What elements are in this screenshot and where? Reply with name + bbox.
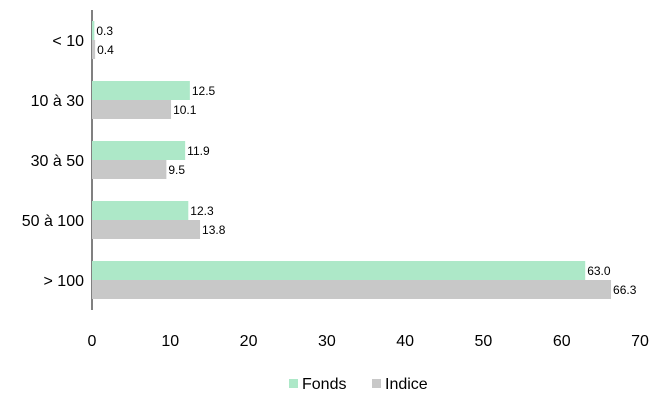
data-labels: 0.3 0.4 12.5 10.1 11.99.5 12.3 13.8 63.066.3 xyxy=(96,24,636,297)
category-label: 10 à 30 xyxy=(31,93,84,110)
x-tick-label: 70 xyxy=(631,333,649,350)
data-label-indice: 13.8 xyxy=(202,223,226,237)
bar-fonds xyxy=(92,201,189,220)
category-labels: < 10 10 à 30 30 à 50 50 à 100 > 100 xyxy=(22,33,84,290)
bar-indice xyxy=(92,280,612,299)
category-label: 30 à 50 xyxy=(31,153,84,170)
x-tick-label: 0 xyxy=(88,333,97,350)
x-tick-labels: 0 10 20 30 40 50 60 70 xyxy=(88,333,649,350)
legend-label-indice: Indice xyxy=(385,376,428,393)
bar-fonds xyxy=(92,141,186,160)
data-label-indice: 66.3 xyxy=(613,283,637,297)
bar-fonds xyxy=(92,21,95,40)
legend: Fonds Indice xyxy=(289,376,428,393)
legend-swatch-fonds xyxy=(289,379,298,388)
category-label: 50 à 100 xyxy=(22,213,84,230)
data-label-fonds: 12.3 xyxy=(190,204,214,218)
data-label-fonds: 11.9 xyxy=(187,144,210,158)
bar-indice xyxy=(92,160,167,179)
bar-indice xyxy=(92,40,96,59)
x-tick-label: 30 xyxy=(318,333,336,350)
legend-label-fonds: Fonds xyxy=(302,376,346,393)
x-tick-label: 50 xyxy=(475,333,493,350)
x-tick-label: 20 xyxy=(240,333,258,350)
data-label-indice: 0.4 xyxy=(97,43,114,57)
data-label-indice: 10.1 xyxy=(173,103,197,117)
bar-indice xyxy=(92,100,172,119)
data-label-fonds: 12.5 xyxy=(192,84,216,98)
x-tick-label: 10 xyxy=(161,333,179,350)
bar-indice xyxy=(92,220,201,239)
x-tick-label: 40 xyxy=(396,333,414,350)
x-tick-label: 60 xyxy=(553,333,571,350)
bar-fonds xyxy=(92,81,190,100)
legend-swatch-indice xyxy=(372,379,381,388)
bar-fonds xyxy=(92,261,586,280)
category-label: > 100 xyxy=(44,273,85,290)
category-label: < 10 xyxy=(52,33,84,50)
data-label-indice: 9.5 xyxy=(168,163,185,177)
data-label-fonds: 63.0 xyxy=(587,264,611,278)
data-label-fonds: 0.3 xyxy=(96,24,113,38)
chart-bars xyxy=(92,21,612,299)
